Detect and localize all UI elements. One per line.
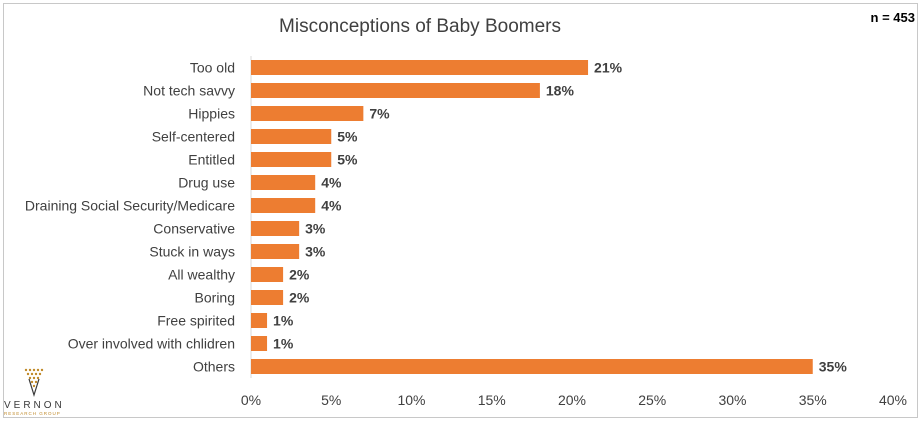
data-label: 3% [305,244,326,260]
data-label: 1% [273,336,294,352]
bar-others [251,359,813,374]
bar-draining-social-security-medicare [251,198,316,213]
chart-title: Misconceptions of Baby Boomers [279,16,561,37]
x-tick-label: 30% [718,392,746,408]
bar-boring [251,290,284,305]
bar-too-old [251,60,589,75]
logo-subtitle: RESEARCH GROUP [4,411,61,416]
x-tick-label: 40% [879,392,907,408]
data-label: 2% [289,290,310,306]
bar-not-tech-savvy [251,83,540,98]
data-label: 1% [273,313,294,329]
bar-drug-use [251,175,316,190]
x-tick-label: 15% [478,392,506,408]
bar-hippies [251,106,364,121]
data-label: 3% [305,221,326,237]
bar-conservative [251,221,300,236]
bar-stuck-in-ways [251,244,300,259]
category-label: Over involved with chlidren [68,336,235,352]
data-label: 21% [594,60,623,76]
category-label: Entitled [188,152,235,168]
category-label: Self-centered [152,129,235,145]
x-tick-label: 35% [799,392,827,408]
data-label: 5% [337,152,358,168]
data-label: 4% [321,175,342,191]
vernon-logo-icon [24,368,44,398]
data-label: 18% [546,83,575,99]
x-tick-label: 5% [321,392,341,408]
category-label: Stuck in ways [149,244,235,260]
x-tick-label: 20% [558,392,586,408]
x-tick-label: 25% [638,392,666,408]
sample-size-label: n = 453 [870,10,915,25]
bar-self-centered [251,129,332,144]
x-tick-label: 0% [241,392,261,408]
category-label: Boring [195,290,235,306]
bar-all-wealthy [251,267,284,282]
bar-over-involved-with-chlidren [251,336,268,351]
data-label: 5% [337,129,358,145]
category-label: Not tech savvy [143,83,235,99]
category-label: Conservative [153,221,235,237]
category-label: Draining Social Security/Medicare [25,198,235,214]
data-label: 7% [369,106,390,122]
bar-entitled [251,152,332,167]
category-label: All wealthy [168,267,235,283]
x-tick-label: 10% [397,392,425,408]
data-label: 35% [819,359,848,375]
logo-name: VERNON [4,400,65,411]
category-label: Others [193,359,235,375]
category-label: Hippies [188,106,235,122]
category-label: Too old [190,60,235,76]
data-label: 2% [289,267,310,283]
category-label: Drug use [178,175,235,191]
category-label: Free spirited [157,313,235,329]
data-label: 4% [321,198,342,214]
bar-free-spirited [251,313,268,328]
